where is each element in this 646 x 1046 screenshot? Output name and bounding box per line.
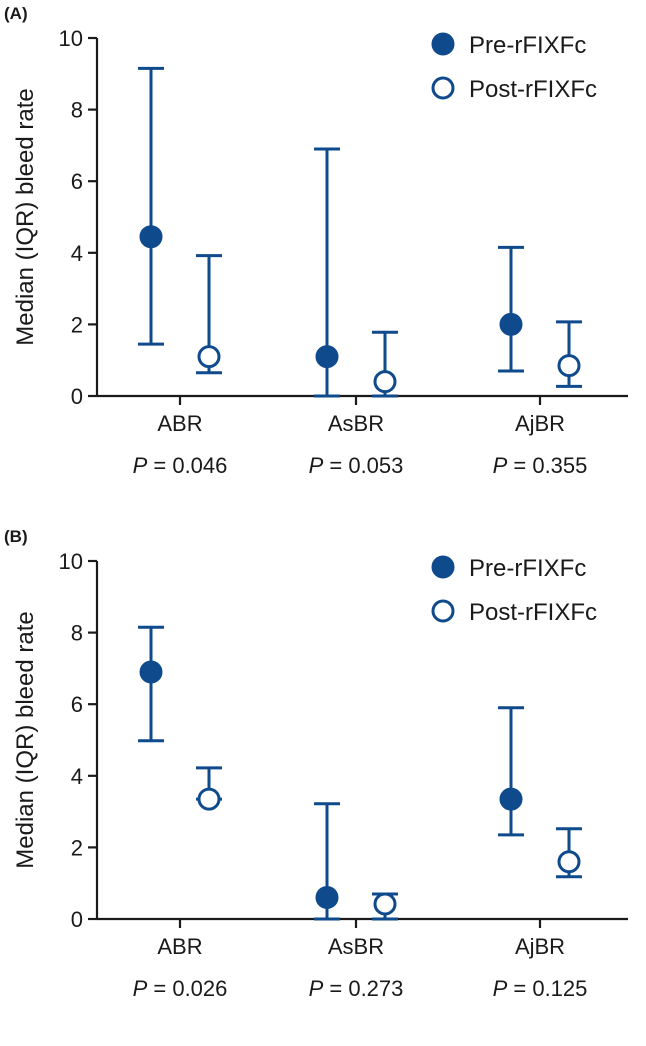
legend-marker-pre <box>431 32 455 56</box>
pre-errorbar-ajbr <box>498 245 524 373</box>
p-value-label: P = 0.355 <box>493 453 588 478</box>
y-tick-label: 6 <box>71 692 83 717</box>
legend-label-pre: Pre-rFIXFc <box>469 32 586 59</box>
pre-point-asbr <box>315 345 339 369</box>
y-axis-title: Median (IQR) bleed rate <box>12 88 39 345</box>
y-tick-label: 0 <box>71 907 83 932</box>
pre-point-asbr <box>315 886 339 910</box>
pre-errorbar-abr <box>138 66 164 346</box>
panel-label: (A) <box>4 4 28 23</box>
panel-b: (B) Median (IQR) bleed rate 0 2 4 6 8 10 ABR P = … <box>0 523 646 1046</box>
y-tick-label: 4 <box>71 241 83 266</box>
pre-errorbar-abr <box>138 625 164 743</box>
panel-label: (B) <box>4 527 28 546</box>
chart-panel-b: (B) Median (IQR) bleed rate 0 2 4 6 8 10 ABR P = … <box>4 527 628 1001</box>
p-value-label: P = 0.273 <box>309 976 404 1001</box>
post-point-asbr <box>373 892 397 916</box>
x-tick-label: ABR <box>157 934 202 959</box>
chart-panel-a: (A) Median (IQR) bleed rate 0 2 4 6 8 10 ABR P = … <box>4 4 628 478</box>
post-point-ajbr <box>557 850 581 874</box>
post-point-abr <box>197 345 221 369</box>
y-tick-label: 2 <box>71 312 83 337</box>
post-point-asbr <box>373 370 397 394</box>
y-tick-label: 0 <box>71 384 83 409</box>
y-tick-label: 4 <box>71 764 83 789</box>
y-tick-label: 8 <box>71 98 83 123</box>
legend-label-post: Post-rFIXFc <box>469 599 597 626</box>
panel-a: (A) Median (IQR) bleed rate 0 2 4 6 8 10 ABR P = … <box>4 4 628 478</box>
x-tick-label: AsBR <box>328 411 384 436</box>
p-value-label: P = 0.026 <box>133 976 228 1001</box>
legend-label-post: Post-rFIXFc <box>469 76 597 103</box>
legend-marker-post <box>431 599 455 623</box>
pre-errorbar-ajbr <box>498 706 524 837</box>
x-tick-label: AsBR <box>328 934 384 959</box>
pre-point-abr <box>139 660 163 684</box>
y-axis-title: Median (IQR) bleed rate <box>12 611 39 868</box>
x-tick-label: ABR <box>157 411 202 436</box>
y-tick-label: 6 <box>71 169 83 194</box>
y-tick-label: 10 <box>59 26 83 51</box>
pre-point-ajbr <box>499 787 523 811</box>
p-value-label: P = 0.053 <box>309 453 404 478</box>
legend-label-pre: Pre-rFIXFc <box>469 555 586 582</box>
y-tick-label: 8 <box>71 621 83 646</box>
x-tick-label: AjBR <box>515 411 565 436</box>
legend-marker-post <box>431 76 455 100</box>
pre-point-abr <box>139 225 163 249</box>
y-tick-label: 10 <box>59 549 83 574</box>
p-value-label: P = 0.046 <box>133 453 228 478</box>
legend-marker-pre <box>431 555 455 579</box>
p-value-label: P = 0.125 <box>493 976 588 1001</box>
x-tick-label: AjBR <box>515 934 565 959</box>
post-point-ajbr <box>557 354 581 378</box>
pre-point-ajbr <box>499 312 523 336</box>
y-tick-label: 2 <box>71 835 83 860</box>
post-point-abr <box>197 787 221 811</box>
